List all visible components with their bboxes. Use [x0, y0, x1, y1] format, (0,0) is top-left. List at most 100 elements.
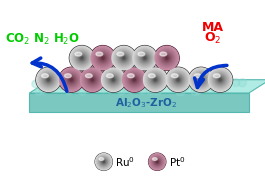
- Circle shape: [69, 77, 74, 82]
- Circle shape: [137, 50, 152, 66]
- Circle shape: [59, 84, 64, 90]
- Circle shape: [112, 78, 115, 81]
- Circle shape: [108, 89, 112, 93]
- Circle shape: [99, 55, 106, 61]
- Circle shape: [71, 47, 93, 69]
- Circle shape: [118, 52, 130, 64]
- Circle shape: [96, 51, 109, 65]
- Circle shape: [99, 157, 108, 167]
- Circle shape: [142, 55, 148, 61]
- Circle shape: [41, 72, 56, 87]
- Circle shape: [98, 156, 110, 168]
- Circle shape: [80, 84, 84, 88]
- Circle shape: [100, 158, 108, 166]
- Circle shape: [94, 49, 112, 67]
- Circle shape: [70, 79, 72, 81]
- Circle shape: [131, 86, 136, 92]
- Circle shape: [153, 77, 158, 82]
- Circle shape: [104, 70, 122, 89]
- Circle shape: [63, 82, 69, 88]
- Circle shape: [158, 50, 175, 66]
- Circle shape: [101, 68, 125, 91]
- Ellipse shape: [148, 74, 155, 78]
- Circle shape: [70, 46, 94, 70]
- Circle shape: [149, 154, 165, 170]
- Circle shape: [81, 69, 103, 91]
- Circle shape: [204, 81, 212, 90]
- Circle shape: [103, 161, 104, 162]
- Circle shape: [195, 74, 207, 86]
- Circle shape: [101, 88, 105, 93]
- Circle shape: [118, 88, 125, 95]
- Text: CO$_2$ N$_2$ H$_2$O: CO$_2$ N$_2$ H$_2$O: [5, 32, 80, 47]
- Circle shape: [77, 53, 87, 63]
- Ellipse shape: [42, 74, 48, 78]
- Circle shape: [65, 73, 78, 86]
- Circle shape: [176, 78, 180, 81]
- Circle shape: [156, 161, 158, 163]
- Ellipse shape: [107, 74, 113, 78]
- Circle shape: [173, 75, 183, 85]
- Ellipse shape: [85, 74, 92, 78]
- Circle shape: [81, 57, 83, 59]
- Circle shape: [218, 78, 222, 81]
- Circle shape: [100, 56, 105, 60]
- Circle shape: [193, 71, 210, 88]
- Circle shape: [38, 70, 59, 90]
- Circle shape: [163, 55, 170, 61]
- Circle shape: [76, 52, 88, 64]
- Circle shape: [103, 161, 105, 163]
- Circle shape: [129, 74, 140, 86]
- Circle shape: [102, 57, 104, 59]
- Circle shape: [146, 70, 165, 89]
- Circle shape: [149, 73, 162, 86]
- Ellipse shape: [117, 52, 124, 56]
- Circle shape: [159, 50, 174, 66]
- Circle shape: [171, 72, 186, 87]
- Circle shape: [90, 46, 115, 70]
- Circle shape: [102, 160, 105, 163]
- Circle shape: [176, 77, 181, 82]
- Circle shape: [98, 79, 103, 85]
- Circle shape: [95, 50, 111, 66]
- Circle shape: [130, 75, 139, 84]
- Circle shape: [164, 56, 169, 60]
- Circle shape: [97, 155, 111, 169]
- Circle shape: [195, 88, 202, 94]
- Circle shape: [212, 71, 229, 88]
- Circle shape: [120, 55, 127, 61]
- Circle shape: [147, 87, 154, 95]
- Circle shape: [78, 55, 85, 61]
- Circle shape: [138, 85, 147, 94]
- Polygon shape: [29, 93, 249, 112]
- Circle shape: [79, 88, 86, 95]
- Circle shape: [74, 50, 89, 66]
- Circle shape: [62, 70, 81, 89]
- Circle shape: [124, 70, 144, 90]
- Circle shape: [91, 78, 94, 81]
- Circle shape: [121, 56, 126, 60]
- Circle shape: [83, 70, 101, 89]
- Circle shape: [200, 79, 202, 81]
- Circle shape: [64, 72, 79, 87]
- Circle shape: [208, 67, 233, 92]
- Ellipse shape: [75, 52, 82, 56]
- Circle shape: [67, 79, 75, 87]
- Circle shape: [175, 76, 182, 83]
- Circle shape: [191, 70, 211, 90]
- Circle shape: [154, 159, 160, 165]
- Ellipse shape: [152, 158, 157, 160]
- Circle shape: [143, 67, 168, 92]
- Circle shape: [60, 69, 82, 91]
- Circle shape: [78, 54, 86, 62]
- Circle shape: [39, 70, 58, 89]
- Circle shape: [108, 79, 116, 88]
- Circle shape: [119, 53, 129, 63]
- Ellipse shape: [194, 74, 201, 78]
- Circle shape: [161, 52, 173, 64]
- Ellipse shape: [138, 52, 145, 56]
- Circle shape: [160, 51, 174, 65]
- Circle shape: [199, 78, 203, 81]
- Circle shape: [191, 82, 198, 89]
- Circle shape: [155, 160, 160, 164]
